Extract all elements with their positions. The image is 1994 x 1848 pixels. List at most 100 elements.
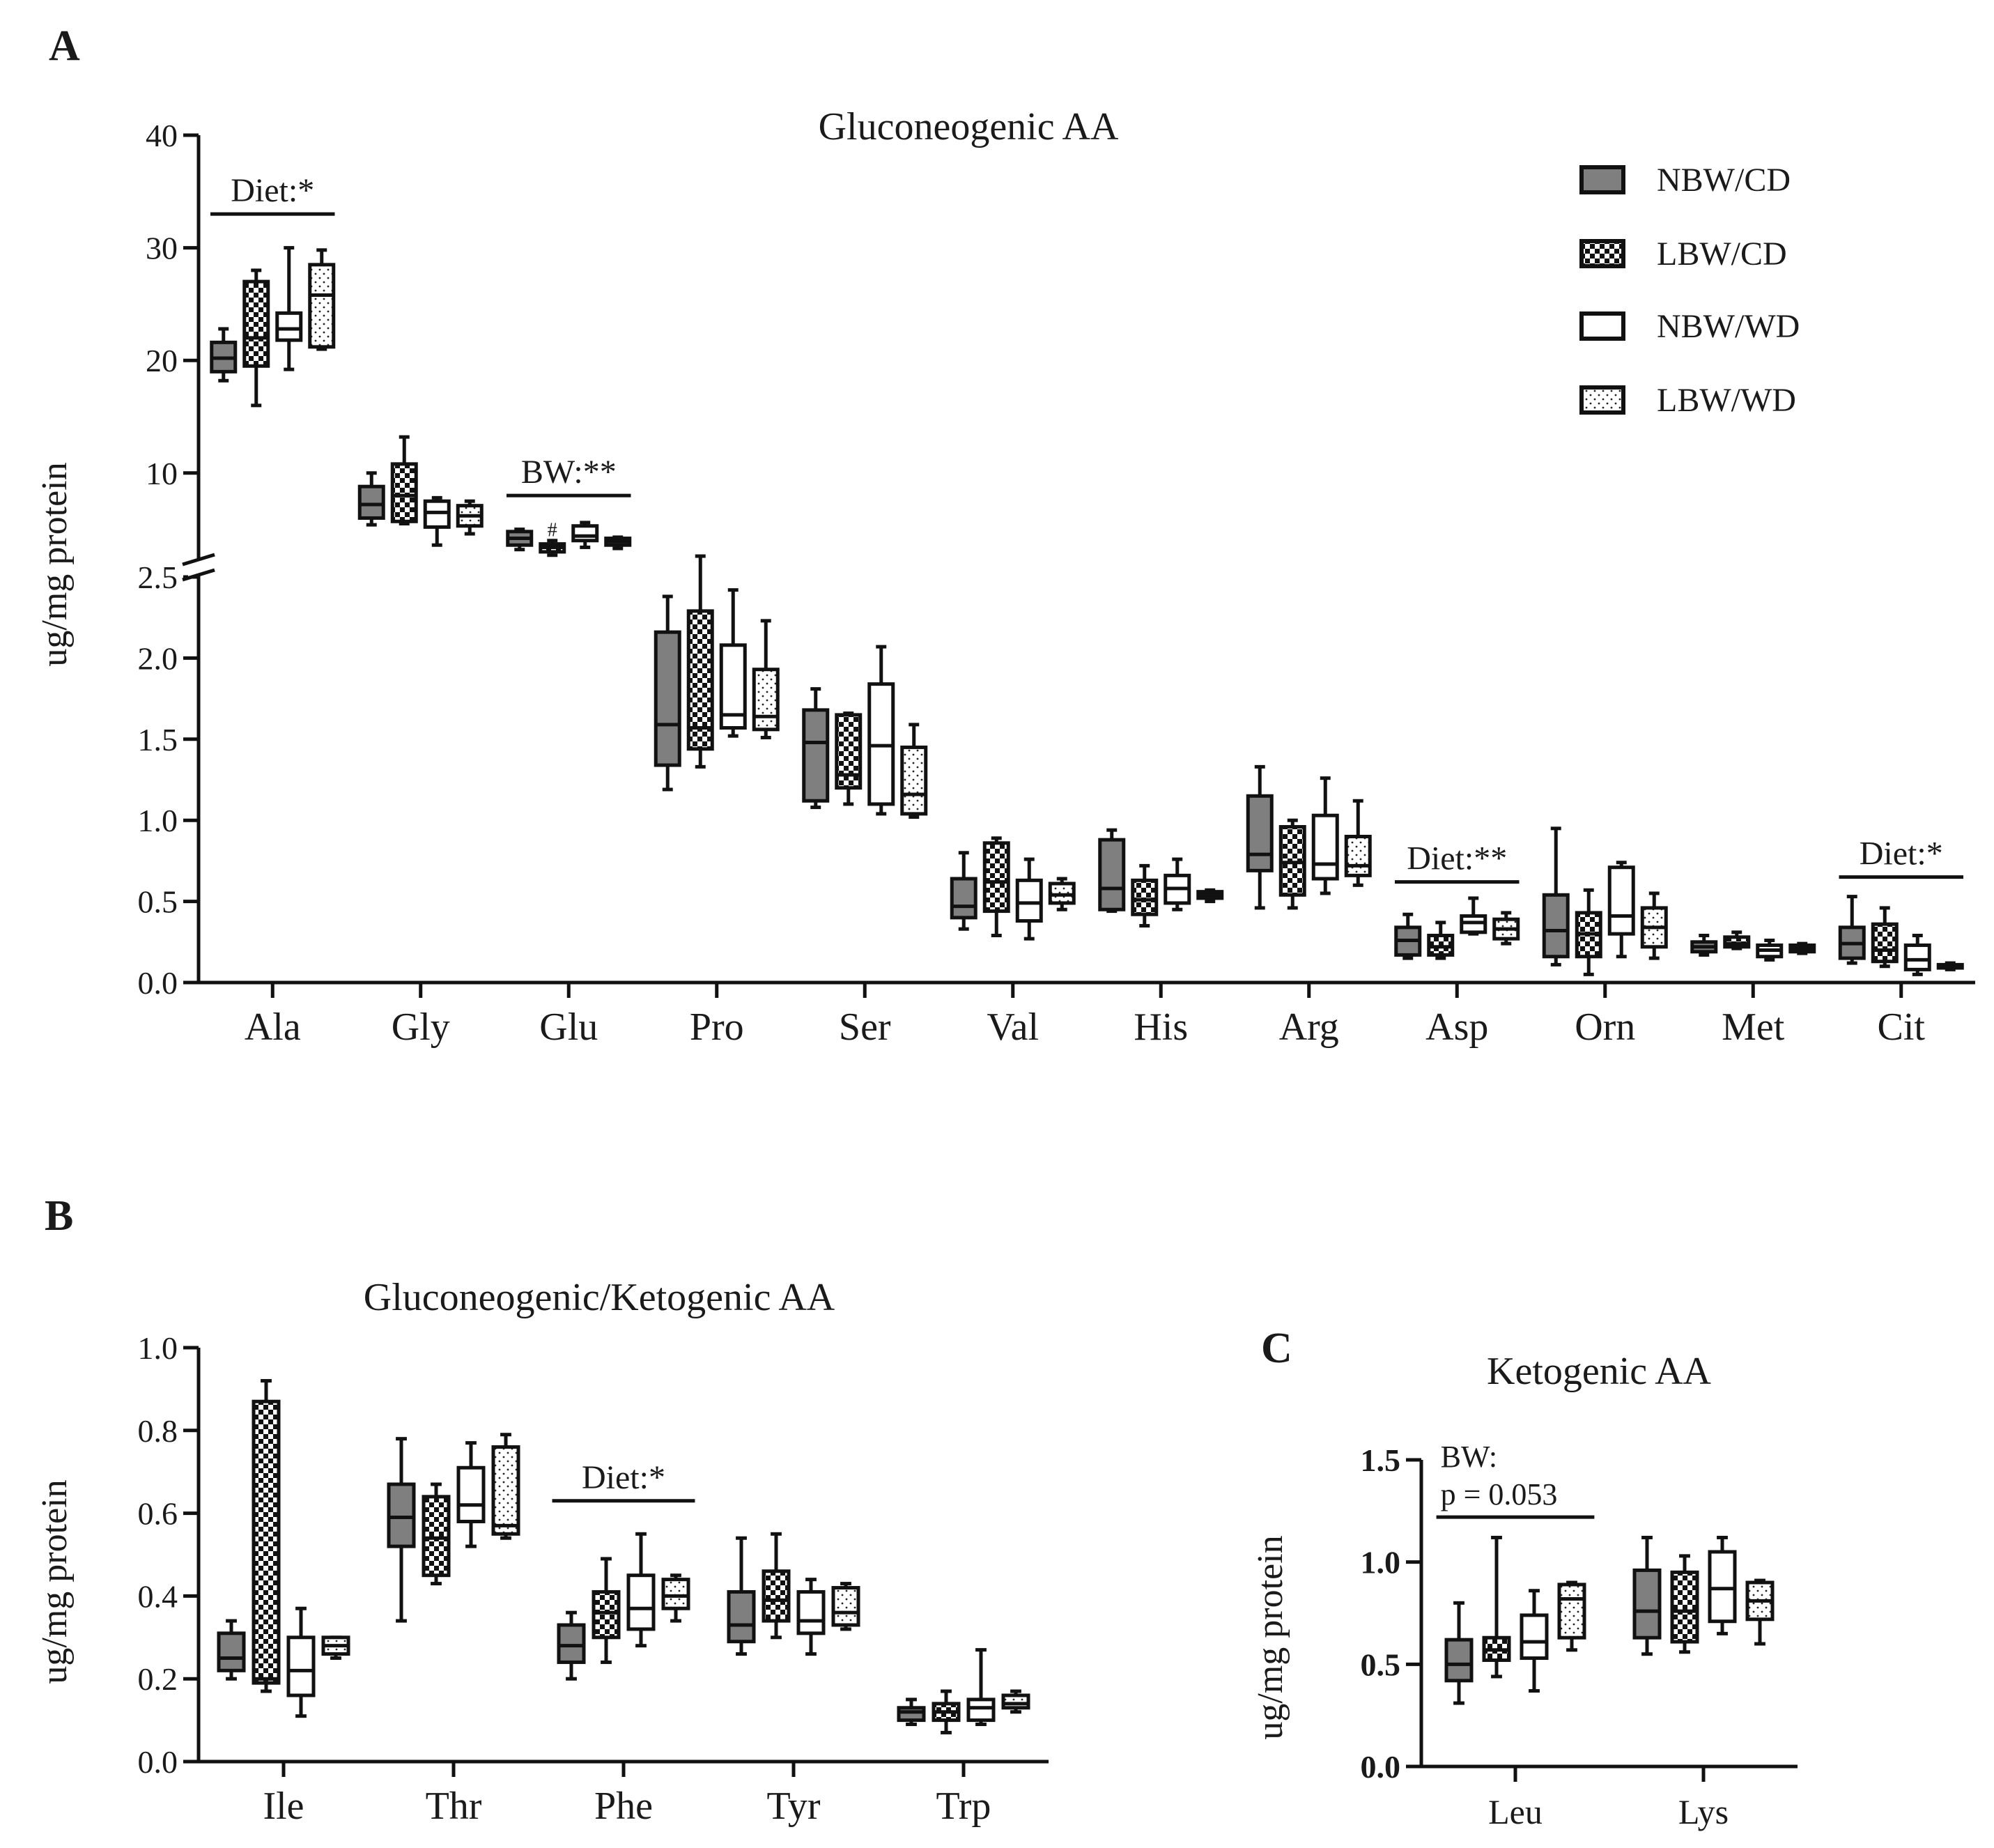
box-pro-nbw-cd [654, 594, 681, 792]
box-ala-lbw-wd [308, 248, 336, 351]
box-iqr [1246, 794, 1274, 872]
y-tick-label: 1.0 [1361, 1545, 1401, 1580]
box-ser-lbw-cd [835, 711, 863, 806]
box-cit-lbw-cd [1871, 906, 1899, 969]
x-tick-label-phe: Phe [594, 1785, 653, 1828]
box-val-lbw-wd [1048, 877, 1076, 911]
y-tick-label: 1.0 [138, 1330, 178, 1366]
box-val-nbw-wd [1015, 857, 1043, 941]
panel-c: Ketogenic AA ug/mg protein 0.0 0.5 1.0 1.5 L… [1251, 1350, 1798, 1831]
y-tick-label: 0.6 [138, 1496, 178, 1532]
box-ala-lbw-cd [242, 268, 270, 408]
box-met-nbw-cd [1690, 933, 1718, 957]
box-iqr [387, 1482, 416, 1548]
y-tick-label: 40 [146, 118, 178, 153]
box-trp-nbw-wd [966, 1648, 996, 1727]
box-iqr [1557, 1583, 1586, 1640]
box-iqr [357, 484, 385, 520]
box-iqr [1015, 878, 1043, 923]
box-iqr [1311, 813, 1339, 881]
panel-a: Gluconeogenic AA ug/mg protein 0.0 0.5 1.0… [35, 105, 1975, 1049]
significance-label: Diet:** [1407, 840, 1507, 877]
box-his-lbw-wd [1196, 888, 1224, 904]
box-asp-lbw-cd [1427, 921, 1455, 960]
box-thr-nbw-wd [456, 1441, 486, 1548]
box-lys-lbw-cd [1670, 1554, 1699, 1654]
box-his-nbw-cd [1098, 828, 1126, 914]
box-iqr [1131, 878, 1159, 916]
box-iqr [1708, 1550, 1737, 1624]
x-tick-label-his: His [1134, 1006, 1188, 1049]
panel-b-title: Gluconeogenic/Ketogenic AA [364, 1276, 835, 1319]
box-iqr [1520, 1613, 1549, 1661]
box-thr-lbw-cd [422, 1482, 451, 1586]
box-ala-nbw-cd [210, 327, 238, 383]
box-arg-nbw-wd [1311, 776, 1339, 895]
y-tick-label: 1.0 [138, 803, 178, 838]
box-glu-nbw-cd [506, 528, 534, 552]
box-leu-nbw-wd [1520, 1589, 1549, 1693]
box-iqr [1607, 865, 1635, 936]
box-ile-lbw-wd [321, 1635, 350, 1660]
box-asp-nbw-cd [1394, 912, 1422, 960]
box-glu-nbw-wd [571, 521, 599, 549]
box-iqr [762, 1569, 791, 1623]
box-iqr [242, 279, 270, 368]
x-tick-label-ser: Ser [839, 1006, 891, 1049]
box-orn-lbw-wd [1640, 891, 1668, 960]
box-leu-lbw-wd [1557, 1580, 1586, 1652]
box-iqr [217, 1631, 246, 1672]
box-pro-nbw-wd [719, 588, 747, 738]
box-thr-nbw-cd [387, 1437, 416, 1623]
box-arg-lbw-cd [1278, 818, 1306, 910]
y-tick-label: 0.5 [1361, 1647, 1401, 1682]
box-leu-nbw-cd [1444, 1601, 1474, 1705]
panel-letter-a: A [49, 22, 80, 70]
x-tick-label-gly: Gly [392, 1006, 450, 1049]
box-iqr [835, 713, 863, 790]
y-tick-label: 0.4 [138, 1578, 178, 1614]
box-iqr [727, 1589, 756, 1644]
box-met-nbw-wd [1756, 938, 1784, 962]
box-tyr-nbw-cd [727, 1536, 756, 1656]
box-pro-lbw-cd [686, 554, 714, 769]
box-iqr [796, 1589, 826, 1635]
box-iqr [571, 524, 599, 543]
box-iqr [491, 1445, 520, 1536]
box-iqr [686, 609, 714, 751]
x-tick-label-tyr: Tyr [767, 1785, 821, 1828]
box-arg-nbw-cd [1246, 764, 1274, 910]
y-tick-label: 0.8 [138, 1413, 178, 1449]
annotation-hash: # [548, 519, 557, 541]
box-iqr [1344, 834, 1372, 877]
box-iqr [1444, 1638, 1474, 1683]
x-tick-label-asp: Asp [1425, 1006, 1488, 1049]
box-iqr [557, 1623, 586, 1664]
x-tick-label-ala: Ala [245, 1006, 301, 1049]
y-tick-label: 2.5 [138, 560, 178, 595]
box-iqr [286, 1635, 316, 1697]
significance-label: Diet:* [582, 1459, 665, 1496]
legend-swatch-lbw-wd [1579, 385, 1625, 415]
box-cit-lbw-wd [1936, 961, 1964, 971]
x-tick-label-met: Met [1722, 1006, 1785, 1049]
box-iqr [1871, 922, 1899, 964]
panel-b: Gluconeogenic/Ketogenic AA ug/mg protein… [35, 1276, 1049, 1828]
panel-c-ylabel: ug/mg protein [1251, 1535, 1290, 1739]
y-tick-label: 0.0 [138, 965, 178, 1001]
box-met-lbw-cd [1723, 930, 1751, 950]
box-pro-lbw-wd [752, 619, 780, 739]
box-phe-nbw-wd [626, 1532, 656, 1648]
box-iqr [1001, 1693, 1030, 1710]
legend-swatch-nbw-wd [1579, 311, 1625, 341]
legend: NBW/CD LBW/CD NBW/WD LBW/WD [1579, 162, 1800, 419]
legend-label-nbw-wd: NBW/WD [1657, 308, 1800, 345]
box-trp-nbw-cd [897, 1697, 926, 1727]
box-iqr [752, 668, 780, 732]
y-tick-label: 0.0 [138, 1744, 178, 1780]
box-iqr [626, 1573, 656, 1631]
significance-label: BW: [1441, 1440, 1497, 1474]
box-his-nbw-wd [1164, 857, 1191, 911]
box-tyr-nbw-wd [796, 1578, 826, 1656]
panel-a-ylabel: ug/mg protein [35, 462, 75, 666]
